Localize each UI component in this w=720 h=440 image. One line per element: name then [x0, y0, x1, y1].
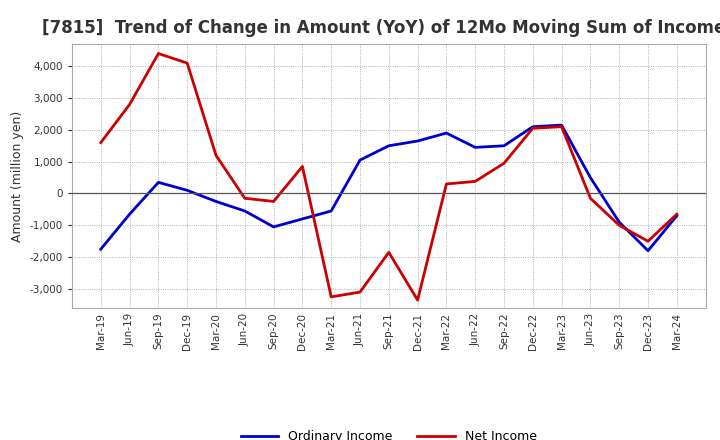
Net Income	[269, 199, 278, 204]
Line: Net Income: Net Income	[101, 54, 677, 300]
Ordinary Income	[586, 175, 595, 180]
Net Income	[384, 249, 393, 255]
Ordinary Income	[269, 224, 278, 230]
Ordinary Income	[615, 220, 624, 225]
Ordinary Income	[327, 209, 336, 214]
Ordinary Income	[212, 199, 220, 204]
Ordinary Income	[384, 143, 393, 148]
Ordinary Income	[442, 130, 451, 136]
Net Income	[644, 238, 652, 244]
Net Income	[500, 161, 508, 166]
Title: [7815]  Trend of Change in Amount (YoY) of 12Mo Moving Sum of Incomes: [7815] Trend of Change in Amount (YoY) o…	[42, 19, 720, 37]
Ordinary Income	[500, 143, 508, 148]
Net Income	[96, 140, 105, 145]
Net Income	[413, 297, 422, 303]
Ordinary Income	[154, 180, 163, 185]
Net Income	[442, 181, 451, 187]
Line: Ordinary Income: Ordinary Income	[101, 125, 677, 251]
Net Income	[586, 196, 595, 201]
Ordinary Income	[471, 145, 480, 150]
Ordinary Income	[240, 209, 249, 214]
Net Income	[528, 126, 537, 131]
Net Income	[298, 164, 307, 169]
Net Income	[615, 223, 624, 228]
Legend: Ordinary Income, Net Income: Ordinary Income, Net Income	[235, 425, 542, 440]
Ordinary Income	[356, 158, 364, 163]
Net Income	[240, 196, 249, 201]
Net Income	[557, 124, 566, 129]
Ordinary Income	[557, 122, 566, 128]
Ordinary Income	[528, 124, 537, 129]
Ordinary Income	[672, 213, 681, 218]
Net Income	[356, 290, 364, 295]
Ordinary Income	[413, 138, 422, 143]
Net Income	[212, 153, 220, 158]
Net Income	[672, 212, 681, 217]
Net Income	[183, 60, 192, 66]
Net Income	[327, 294, 336, 300]
Ordinary Income	[125, 212, 134, 217]
Ordinary Income	[298, 216, 307, 222]
Net Income	[154, 51, 163, 56]
Y-axis label: Amount (million yen): Amount (million yen)	[12, 110, 24, 242]
Net Income	[125, 102, 134, 107]
Net Income	[471, 179, 480, 184]
Ordinary Income	[96, 246, 105, 252]
Ordinary Income	[183, 188, 192, 193]
Ordinary Income	[644, 248, 652, 253]
